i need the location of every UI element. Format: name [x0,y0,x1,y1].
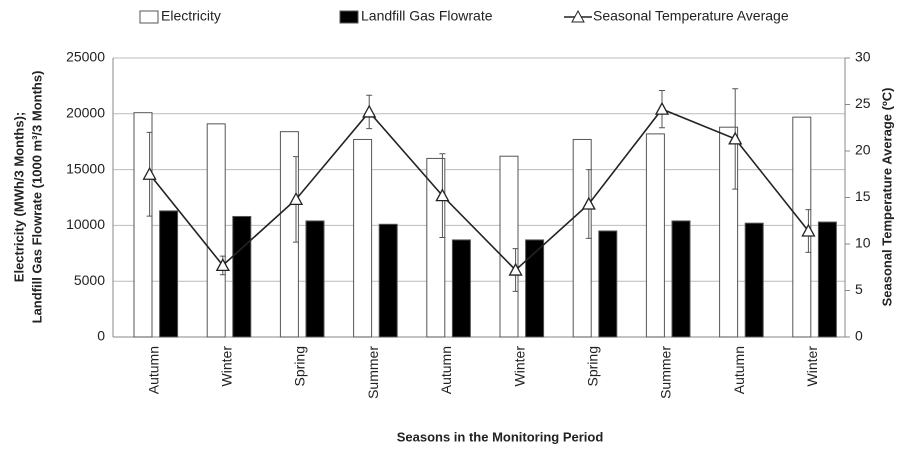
marker [142,166,157,180]
y-tick-label: 5000 [74,272,105,288]
bar [525,239,545,338]
bar [279,131,299,338]
y2-tick-label: 30 [855,49,871,65]
legend-label: Landfill Gas Flowrate [361,8,493,24]
marker [801,223,816,237]
bar [499,155,519,338]
bar [817,221,837,338]
x-tick-label: Winter [219,346,235,387]
y-tick-label: 20000 [66,105,105,121]
marker [728,131,743,145]
bar [451,239,471,338]
bar [792,116,812,338]
y2-tick-label: 5 [855,281,863,297]
x-tick-label: Summer [658,346,674,399]
bar [598,230,618,338]
x-tick-label: Summer [365,346,381,399]
bar [133,112,153,338]
bar [671,220,691,338]
bar [719,126,739,338]
legend-swatch [571,9,585,23]
marker [215,258,230,272]
marker [362,104,377,118]
y-axis-title: Landfill Gas Flowrate (1000 m³/3 Months) [29,71,44,324]
marker [288,192,304,206]
x-tick-label: Winter [511,346,527,387]
bar [159,210,179,338]
bar [645,133,665,338]
y2-tick-label: 10 [855,235,871,251]
y2-tick-label: 15 [855,188,871,204]
y2-tick-label: 25 [855,95,871,111]
x-tick-label: Winter [804,346,820,387]
y-tick-label: 15000 [66,160,105,176]
y2-tick-label: 0 [855,328,863,344]
bar [744,222,764,338]
bar [353,138,373,338]
legend-label: Seasonal Temperature Average [593,8,789,24]
x-axis-title: Seasons in the Monitoring Period [397,429,604,444]
x-tick-label: Autumn [438,346,454,394]
marker [508,262,523,276]
bar [378,223,398,338]
bar [305,220,325,338]
marker [435,188,450,202]
bar [426,157,446,338]
marker [581,196,596,210]
y2-axis-title: Seasonal Temperature Average (ºC) [879,88,894,307]
y2-tick-label: 20 [855,142,871,158]
x-tick-label: Autumn [145,346,161,394]
marker [654,101,670,115]
legend-label: Electricity [161,8,221,24]
y-tick-label: 25000 [66,49,105,65]
x-tick-label: Spring [585,346,601,386]
x-tick-label: Autumn [731,346,747,394]
bar [232,215,252,338]
line [148,108,810,272]
y-axis-title: Electricity (MWh/3 Months); [11,112,26,282]
bar [206,123,226,338]
y-tick-label: 0 [97,328,105,344]
x-tick-label: Spring [292,346,308,386]
legend-swatch [139,10,159,24]
y-tick-label: 10000 [66,216,105,232]
legend-swatch [339,10,359,24]
